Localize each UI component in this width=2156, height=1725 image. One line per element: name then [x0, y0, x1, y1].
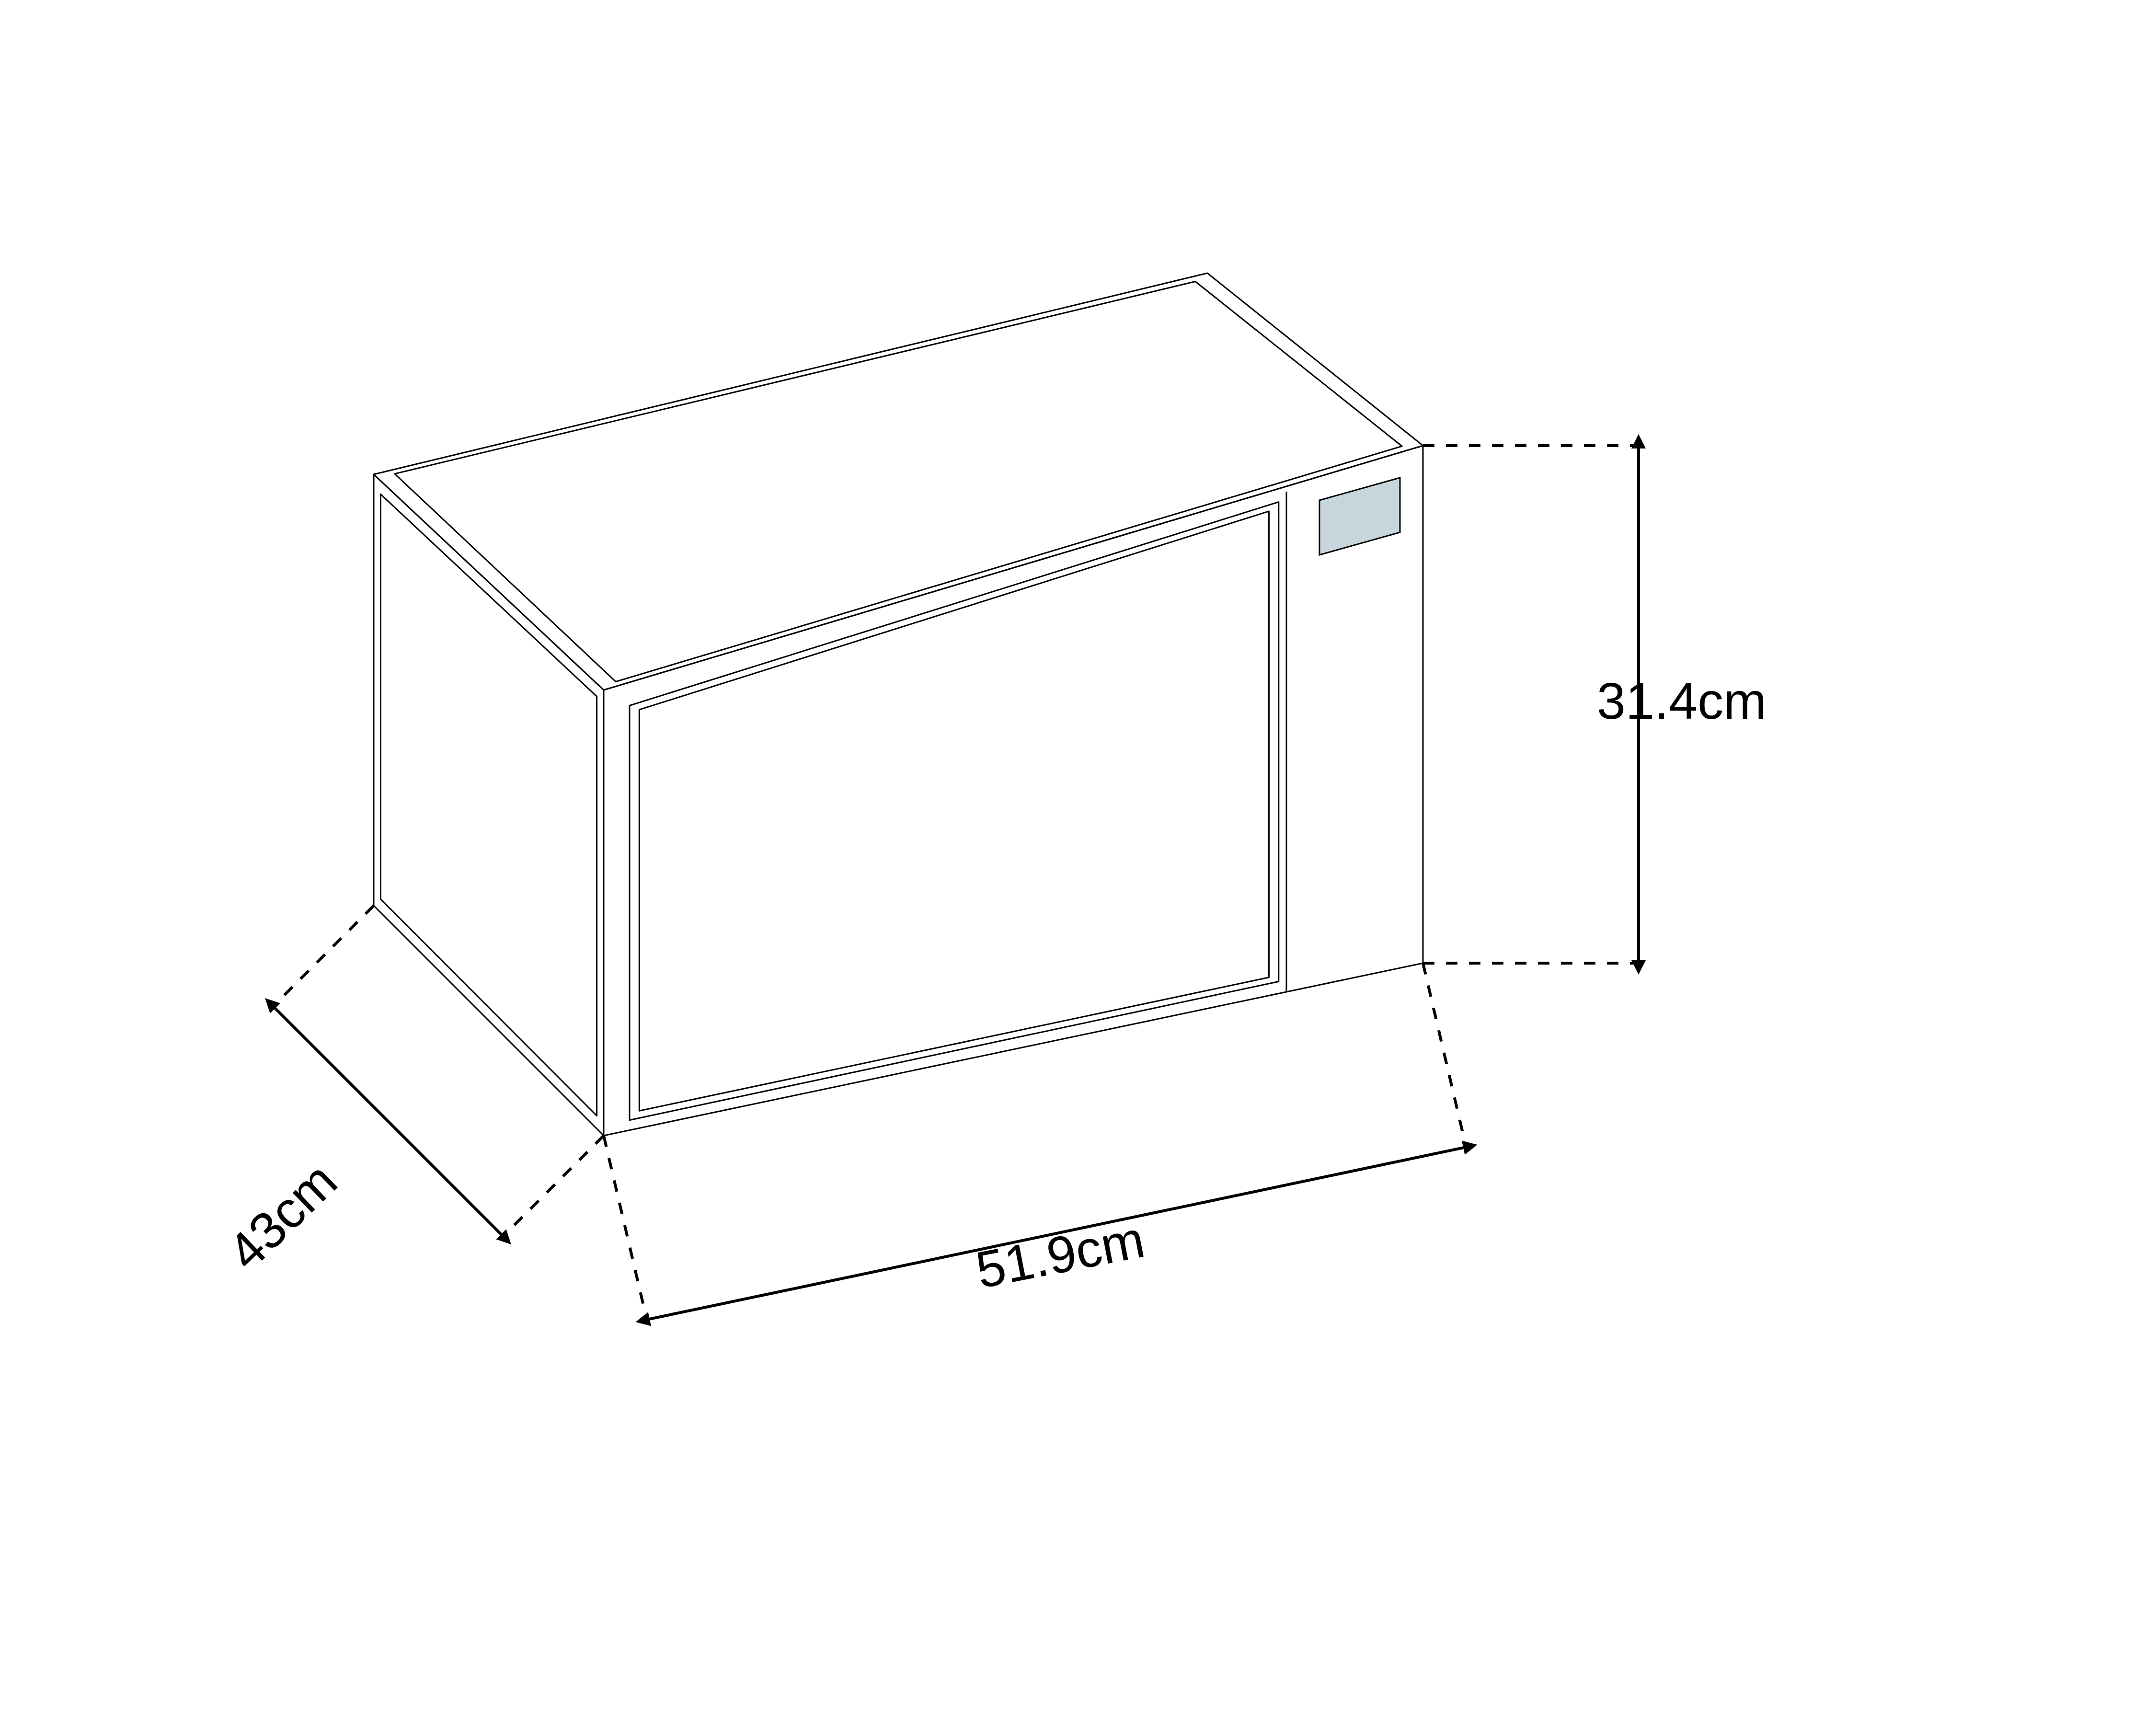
- dimension-label: 51.9cm: [971, 1210, 1149, 1299]
- diagram-stage: 31.4cm 51.9cm 43cm: [0, 0, 2156, 1725]
- display-screen: [1319, 478, 1400, 555]
- dimension-label: 31.4cm: [1597, 672, 1766, 730]
- dimension-diagram: 31.4cm 51.9cm 43cm: [0, 0, 2156, 1725]
- door-frame: [630, 502, 1279, 1120]
- dimension-label: 43cm: [217, 1151, 348, 1281]
